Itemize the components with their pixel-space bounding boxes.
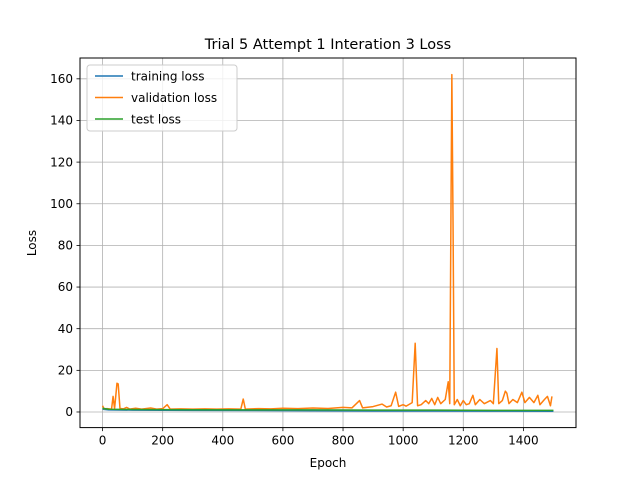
x-tick-label: 200 <box>151 434 174 448</box>
y-tick-label: 60 <box>58 280 73 294</box>
y-tick-label: 160 <box>50 72 73 86</box>
y-tick-label: 80 <box>58 239 73 253</box>
y-tick-label: 20 <box>58 364 73 378</box>
y-tick-label: 140 <box>50 114 73 128</box>
x-tick-label: 800 <box>332 434 355 448</box>
x-tick-label: 1000 <box>388 434 419 448</box>
y-tick-label: 0 <box>65 405 73 419</box>
axis-ticks: 0 200 400 600 800 1000 1200 1400 0 20 40 60 80 100 120… <box>50 72 539 448</box>
plot-frame <box>79 57 577 429</box>
chart-title: Trial 5 Attempt 1 Interation 3 Loss <box>204 37 451 53</box>
legend-label: test loss <box>131 112 181 126</box>
y-tick-label: 120 <box>50 155 73 169</box>
y-tick-label: 100 <box>50 197 73 211</box>
legend-label: validation loss <box>131 91 217 105</box>
legend: training loss validation loss test loss <box>86 64 238 132</box>
x-tick-label: 1200 <box>448 434 479 448</box>
legend-box <box>86 64 238 132</box>
x-axis-label: Epoch <box>310 456 347 470</box>
y-tick-label: 40 <box>58 322 73 336</box>
series-layer <box>101 73 554 412</box>
x-tick-label: 400 <box>211 434 234 448</box>
legend-label: training loss <box>131 69 204 83</box>
series-line-test-loss <box>102 407 554 412</box>
x-tick-label: 1400 <box>508 434 539 448</box>
x-tick-label: 0 <box>99 434 107 448</box>
y-axis-label: Loss <box>25 230 39 256</box>
x-tick-label: 600 <box>271 434 294 448</box>
